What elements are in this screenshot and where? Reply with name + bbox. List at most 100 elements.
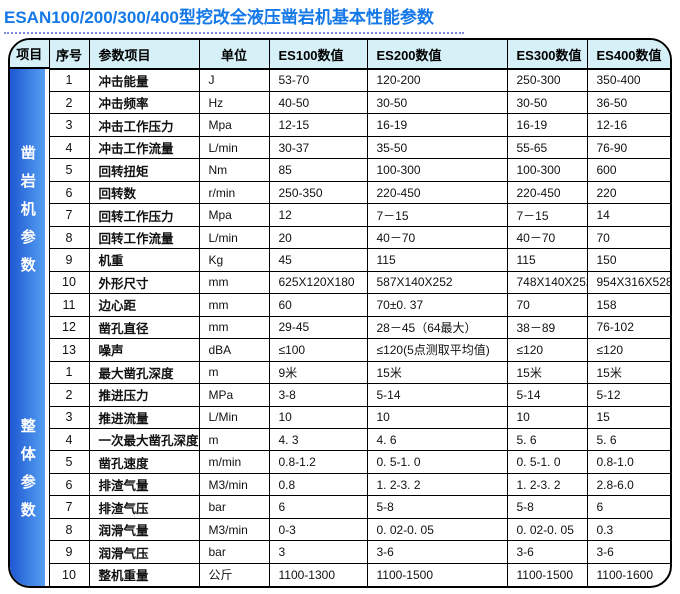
table-row: 7 排渣气压 bar 6 5-8 5-8 6 — [48, 495, 670, 519]
unit-value: m — [198, 427, 270, 452]
column-header: 单位 — [198, 40, 270, 70]
row-index: 5 — [48, 450, 90, 474]
es400-value: 70 — [586, 225, 670, 250]
table-row: 5 回转扭矩 Nm 85 100-300 100-300 600 — [48, 158, 670, 182]
es300-value: 0. 02-0. 05 — [506, 517, 588, 542]
es300-value: 16-19 — [506, 113, 588, 137]
es200-value: 5-8 — [366, 495, 508, 519]
es300-value: 10 — [506, 405, 588, 430]
es100-value: 60 — [268, 293, 368, 317]
column-header: 参数项目 — [88, 40, 200, 70]
es400-value: 14 — [586, 203, 670, 227]
es300-value: 55-65 — [506, 135, 588, 160]
section-label: 凿岩机参数 — [18, 145, 36, 286]
table-row: 6 排渣气量 M3/min 0.8 1. 2-3. 2 1. 2-3. 2 2.8-6.0 — [48, 472, 670, 497]
es200-value: 10 — [366, 405, 508, 430]
es200-value: 3-6 — [366, 540, 508, 564]
unit-value: Nm — [198, 158, 270, 182]
row-index: 3 — [48, 405, 90, 430]
es400-value: 76-102 — [586, 315, 670, 340]
table-row: 12 凿孔直径 mm 29-45 28－45（64最大） 38－89 76-102 — [48, 315, 670, 340]
es300-value: 5-8 — [506, 495, 588, 519]
row-index: 4 — [48, 427, 90, 452]
es100-value: 4. 3 — [268, 427, 368, 452]
es400-value: 150 — [586, 248, 670, 272]
unit-value: r/min — [198, 180, 270, 205]
es300-value: 15米 — [506, 360, 588, 385]
es200-value: 15米 — [366, 360, 508, 385]
column-header: 序号 — [48, 40, 90, 70]
es200-value: 1100-1500 — [366, 562, 508, 586]
row-index: 11 — [48, 293, 90, 317]
es300-value: 7－15 — [506, 203, 588, 227]
row-index: 1 — [48, 68, 90, 92]
es400-value: 5. 6 — [586, 427, 670, 452]
param-name: 冲击能量 — [88, 68, 200, 92]
row-index: 7 — [48, 495, 90, 519]
row-index: 2 — [48, 90, 90, 115]
row-index: 9 — [48, 248, 90, 272]
table-row: 3 冲击工作压力 Mpa 12-15 16-19 16-19 12-16 — [48, 113, 670, 137]
es300-value: 3-6 — [506, 540, 588, 564]
es200-value: 30-50 — [366, 90, 508, 115]
param-name: 回转工作流量 — [88, 225, 200, 250]
es300-value: 30-50 — [506, 90, 588, 115]
es300-value: 70 — [506, 293, 588, 317]
es400-value: 220 — [586, 180, 670, 205]
es100-value: 20 — [268, 225, 368, 250]
es200-value: 70±0. 37 — [366, 293, 508, 317]
es100-value: 250-350 — [268, 180, 368, 205]
es100-value: 40-50 — [268, 90, 368, 115]
unit-value: Mpa — [198, 203, 270, 227]
es200-value: 100-300 — [366, 158, 508, 182]
es200-value: 1. 2-3. 2 — [366, 472, 508, 497]
param-name: 排渣气量 — [88, 472, 200, 497]
table-row: 10 整机重量 公斤 1100-1300 1100-1500 1100-1500 1100-… — [48, 562, 670, 586]
unit-value: mm — [198, 270, 270, 295]
table-row: 1 冲击能量 J 53-70 120-200 250-300 350-400 — [48, 68, 670, 92]
param-name: 排渣气压 — [88, 495, 200, 519]
row-index: 7 — [48, 203, 90, 227]
row-index: 3 — [48, 113, 90, 137]
es100-value: ≤100 — [268, 338, 368, 362]
es100-value: 30-37 — [268, 135, 368, 160]
row-index: 10 — [48, 270, 90, 295]
row-index: 8 — [48, 517, 90, 542]
unit-value: Hz — [198, 90, 270, 115]
table-row: 5 凿孔速度 m/min 0.8-1.2 0. 5-1. 0 0. 5-1. 0 0.8-1… — [48, 450, 670, 474]
row-index: 6 — [48, 472, 90, 497]
es400-value: 600 — [586, 158, 670, 182]
unit-value: mm — [198, 315, 270, 340]
param-name: 凿孔直径 — [88, 315, 200, 340]
es400-value: 350-400 — [586, 68, 670, 92]
table-row: 8 回转工作流量 L/min 20 40－70 40－70 70 — [48, 225, 670, 250]
row-index: 2 — [48, 383, 90, 407]
param-name: 推进流量 — [88, 405, 200, 430]
column-header: ES200数值 — [366, 40, 508, 70]
column-header: ES300数值 — [506, 40, 588, 70]
param-name: 整机重量 — [88, 562, 200, 586]
table-row: 3 推进流量 L/Min 10 10 10 15 — [48, 405, 670, 430]
es300-value: 5-14 — [506, 383, 588, 407]
column-header: ES100数值 — [268, 40, 368, 70]
param-name: 润滑气压 — [88, 540, 200, 564]
row-index: 9 — [48, 540, 90, 564]
es400-value: 954X316X528 — [586, 270, 670, 295]
es200-value: 16-19 — [366, 113, 508, 137]
data-grid: 序号 参数项目 单位 ES100数值 ES200数值 ES300数值 ES400数值 1 冲击… — [48, 40, 670, 586]
param-name: 机重 — [88, 248, 200, 272]
es300-value: 40－70 — [506, 225, 588, 250]
param-name: 凿孔速度 — [88, 450, 200, 474]
es300-value: 115 — [506, 248, 588, 272]
unit-value: bar — [198, 540, 270, 564]
es200-value: 0. 5-1. 0 — [366, 450, 508, 474]
es200-value: 220-450 — [366, 180, 508, 205]
es100-value: 0-3 — [268, 517, 368, 542]
es100-value: 12 — [268, 203, 368, 227]
header-row: 序号 参数项目 单位 ES100数值 ES200数值 ES300数值 ES400数值 — [48, 40, 670, 70]
es100-value: 29-45 — [268, 315, 368, 340]
es300-value: 748X140X252 — [506, 270, 588, 295]
unit-value: bar — [198, 495, 270, 519]
section-overall-params: 整体参数 — [10, 361, 45, 586]
